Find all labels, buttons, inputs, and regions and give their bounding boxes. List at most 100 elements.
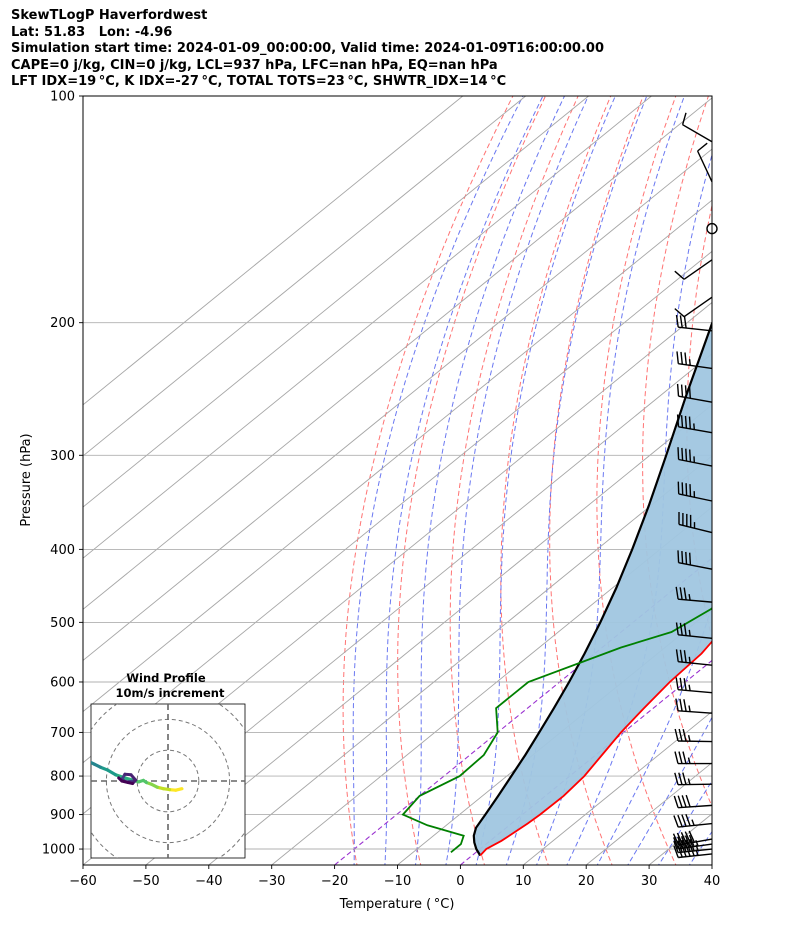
barb-staff <box>678 562 713 570</box>
y-tick-label: 200 <box>50 316 75 331</box>
wind-barb <box>675 586 713 603</box>
y-tick-label: 900 <box>50 808 75 823</box>
barb-flag <box>679 698 683 712</box>
isotherm <box>83 199 712 713</box>
y-tick-label: 300 <box>50 449 75 464</box>
barb-flag <box>681 112 687 125</box>
hodograph-title: Wind Profile <box>126 671 206 685</box>
barb-half-flag <box>688 656 691 663</box>
barb-flag <box>673 795 679 808</box>
barb-flag <box>697 142 708 152</box>
wind-barb <box>678 512 713 534</box>
barb-staff <box>678 363 713 370</box>
wind-barb <box>675 698 713 714</box>
barb-flag <box>679 315 683 328</box>
barb-half-flag <box>688 593 691 601</box>
barb-flag <box>685 551 688 565</box>
isotherm <box>460 659 712 865</box>
x-tick-label: 0 <box>456 874 464 889</box>
x-tick-label: 40 <box>704 874 721 889</box>
barb-flag <box>685 483 688 496</box>
y-tick-label: 500 <box>50 616 75 631</box>
hodograph-segment <box>91 760 96 766</box>
barb-flag <box>681 795 687 808</box>
barb-flag <box>685 448 688 462</box>
wind-barbs <box>672 112 718 859</box>
barb-staff <box>678 848 713 854</box>
barb-flag <box>680 415 684 428</box>
x-tick-label: 10 <box>515 874 532 889</box>
wind-barb <box>681 112 713 143</box>
barb-staff <box>678 523 713 534</box>
y-tick-label: 400 <box>50 543 75 558</box>
y-tick-label: 600 <box>50 675 75 690</box>
location-line: Lat: 51.83 Lon: -4.96 <box>11 24 173 40</box>
profiles <box>401 320 712 857</box>
barb-flag <box>677 836 683 849</box>
barb-flag <box>678 728 683 742</box>
barb-flag <box>681 839 687 853</box>
wind-barb <box>675 622 713 640</box>
wind-barb <box>677 481 713 502</box>
barb-flag <box>681 447 684 461</box>
x-tick-label: −20 <box>321 874 348 889</box>
barb-staff <box>678 661 713 666</box>
x-tick-label: −50 <box>132 874 159 889</box>
wind-barb <box>676 414 713 434</box>
barb-flag <box>688 830 695 843</box>
barb-flag <box>685 844 691 857</box>
y-tick-label: 700 <box>50 726 75 741</box>
x-tick-label: −40 <box>195 874 222 889</box>
barb-flag <box>677 795 683 808</box>
wind-barb <box>677 550 713 570</box>
isotherm <box>83 97 712 610</box>
x-tick-label: −60 <box>69 874 96 889</box>
barb-staff <box>696 150 713 183</box>
barb-flag <box>675 622 679 635</box>
barb-staff <box>678 838 713 846</box>
isotherm <box>711 864 712 865</box>
barb-flag <box>682 772 687 785</box>
wind-barb <box>673 834 713 850</box>
wind-barb <box>677 447 713 467</box>
barb-half-flag <box>688 629 691 637</box>
barb-staff <box>678 843 713 850</box>
barb-flag <box>676 414 680 427</box>
barb-flag <box>684 835 691 848</box>
index-line: LFT IDX=19 °C, K IDX=-27 °C, TOTAL TOTS=… <box>11 74 507 89</box>
wind-barb <box>674 259 713 280</box>
barb-flag <box>676 383 680 397</box>
barb-flag <box>679 649 683 663</box>
barb-flag <box>679 677 683 691</box>
barb-flag <box>677 814 683 827</box>
moist-adiabat <box>352 96 524 865</box>
barb-flag <box>683 699 687 712</box>
barb-flag <box>677 550 680 563</box>
barb-flag <box>675 698 679 711</box>
barb-flag <box>676 832 684 845</box>
barb-flag <box>677 840 683 853</box>
barb-flag <box>681 482 684 495</box>
isotherm <box>83 96 652 559</box>
wind-barb <box>673 813 713 828</box>
barb-flag <box>689 839 695 852</box>
chart-header: SkewTLogP Haverfordwest Lat: 51.83 Lon: … <box>11 8 604 91</box>
wind-barb <box>672 830 713 846</box>
barb-half-flag <box>688 359 691 366</box>
barb-flag <box>673 840 679 853</box>
wind-barb <box>676 351 713 370</box>
barb-flag <box>681 551 684 564</box>
cape-cin-shading <box>473 323 712 856</box>
barb-flag <box>672 833 680 846</box>
isotherm <box>83 96 526 457</box>
hodograph-inset: Wind Profile 10m/s increment <box>90 671 246 859</box>
barb-flag <box>678 751 683 764</box>
isotherm <box>83 96 464 406</box>
time-line: Simulation start time: 2024-01-09_00:00:… <box>11 41 604 56</box>
y-tick-label: 100 <box>50 90 75 105</box>
wind-barb <box>674 728 713 743</box>
dry-adiabat <box>342 96 514 865</box>
barb-flag <box>680 832 688 844</box>
x-axis: −60 −50 −40 −30 −20 −10 0 10 20 30 40 <box>69 865 720 889</box>
isotherm <box>271 506 712 865</box>
